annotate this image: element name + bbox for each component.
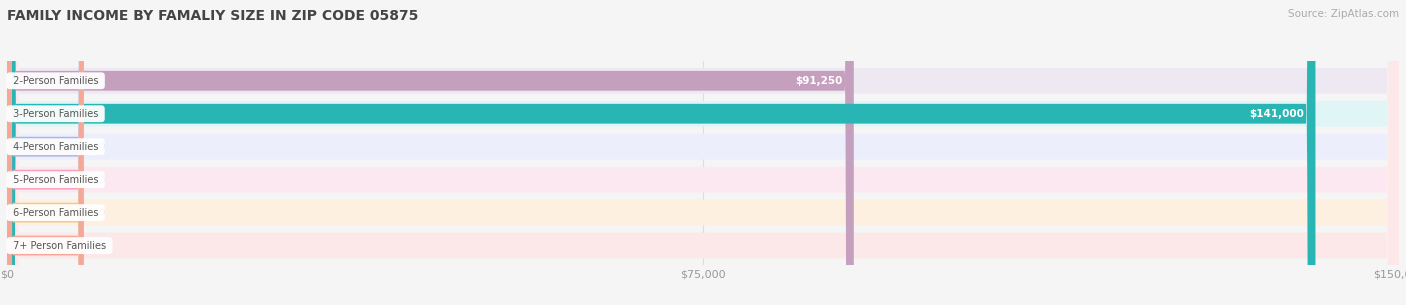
FancyBboxPatch shape [7, 0, 1316, 305]
Text: $0: $0 [91, 241, 105, 251]
Text: 4-Person Families: 4-Person Families [10, 142, 101, 152]
FancyBboxPatch shape [7, 0, 83, 305]
Text: $0: $0 [91, 175, 105, 185]
FancyBboxPatch shape [7, 0, 83, 305]
Text: $0: $0 [91, 142, 105, 152]
Text: $141,000: $141,000 [1250, 109, 1305, 119]
FancyBboxPatch shape [7, 0, 1399, 305]
FancyBboxPatch shape [7, 0, 1399, 305]
Text: 3-Person Families: 3-Person Families [10, 109, 101, 119]
Text: FAMILY INCOME BY FAMALIY SIZE IN ZIP CODE 05875: FAMILY INCOME BY FAMALIY SIZE IN ZIP COD… [7, 9, 419, 23]
Text: 7+ Person Families: 7+ Person Families [10, 241, 110, 251]
FancyBboxPatch shape [7, 0, 1399, 305]
FancyBboxPatch shape [7, 0, 83, 305]
Text: 6-Person Families: 6-Person Families [10, 208, 101, 217]
FancyBboxPatch shape [7, 0, 83, 305]
Text: Source: ZipAtlas.com: Source: ZipAtlas.com [1288, 9, 1399, 19]
FancyBboxPatch shape [7, 0, 1399, 305]
FancyBboxPatch shape [7, 0, 853, 305]
FancyBboxPatch shape [7, 0, 1399, 305]
Text: 5-Person Families: 5-Person Families [10, 175, 101, 185]
FancyBboxPatch shape [7, 0, 1399, 305]
Text: 2-Person Families: 2-Person Families [10, 76, 101, 86]
Text: $0: $0 [91, 208, 105, 217]
Text: $91,250: $91,250 [796, 76, 842, 86]
